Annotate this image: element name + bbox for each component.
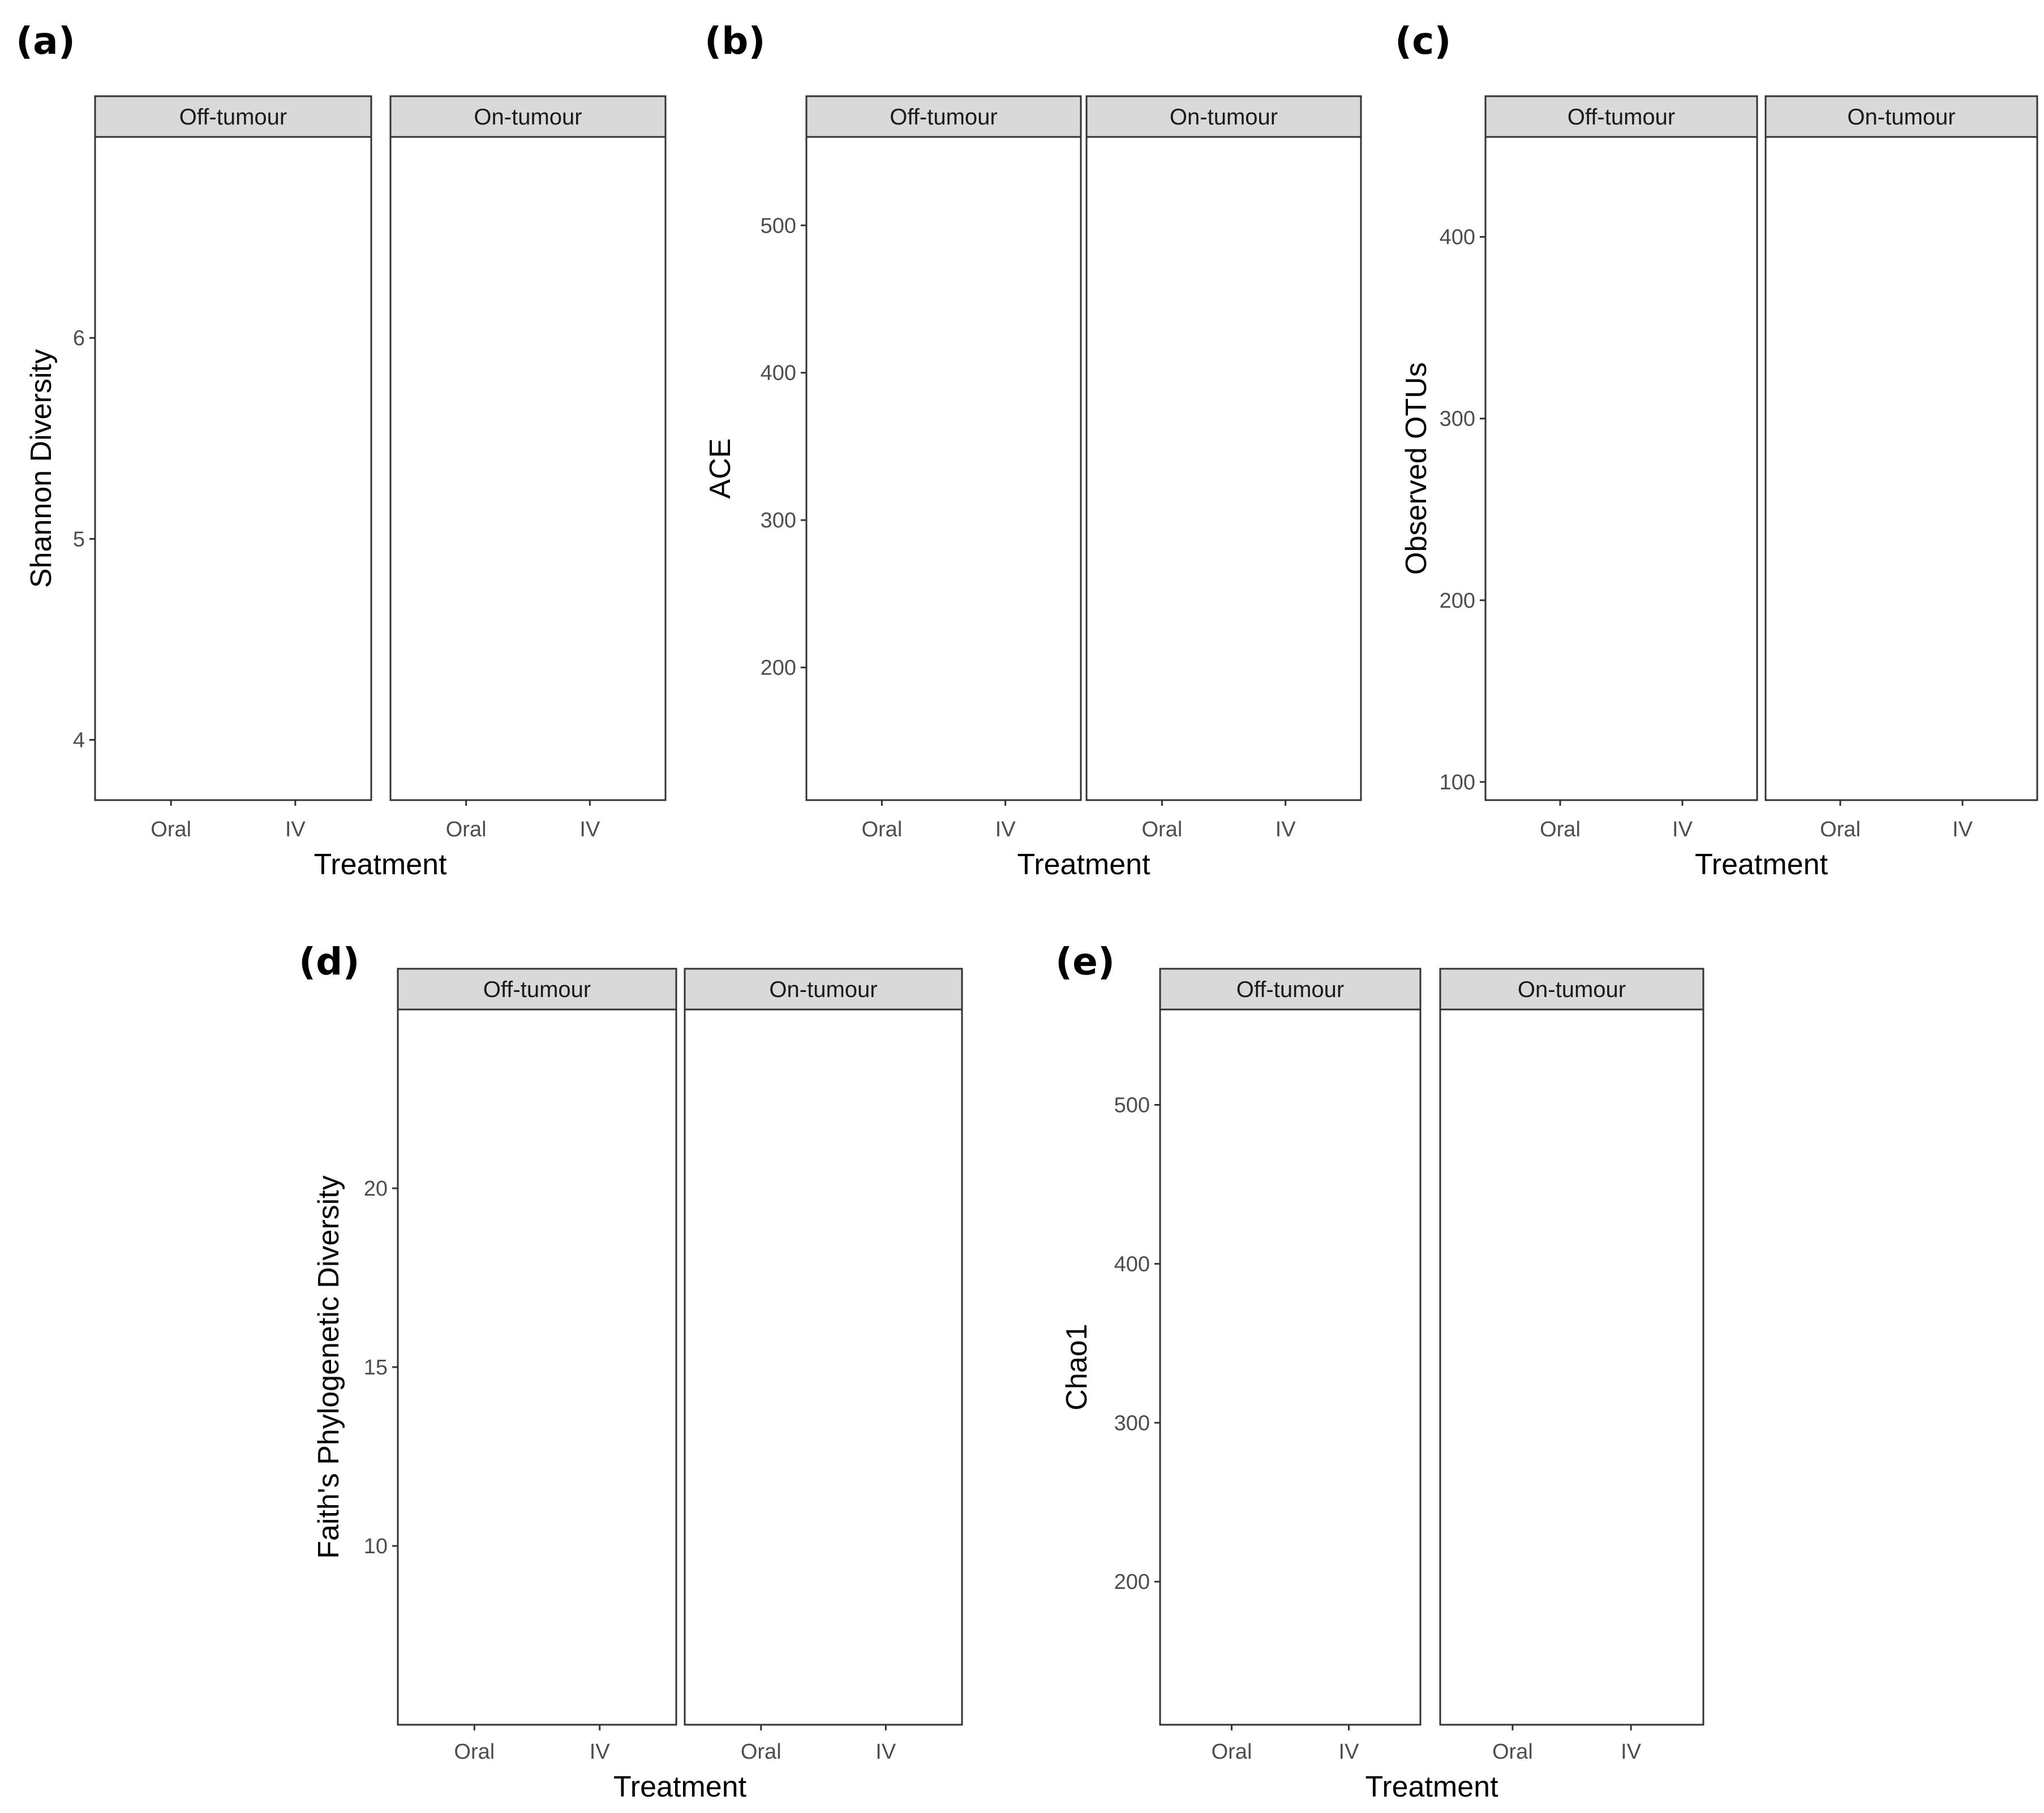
y-tick-label: 400 <box>761 362 796 385</box>
y-tick-label: 500 <box>761 214 796 238</box>
x-tick-label: Oral <box>454 1740 495 1764</box>
facet-strip-label: On-tumour <box>474 105 582 130</box>
facet-on-tumour: On-tumournsOralIV <box>684 968 963 1764</box>
panel-label: (d) <box>299 940 360 983</box>
y-tick-label: 400 <box>1440 226 1475 250</box>
facet-strip <box>397 968 677 1011</box>
facet-strip <box>1439 968 1704 1011</box>
panel-d: (d)Off-tumour*OralIVOn-tumournsOralIV101… <box>299 940 963 1803</box>
x-tick-label: Oral <box>1492 1740 1533 1764</box>
x-tick-label: IV <box>995 818 1016 841</box>
panel-b: (b)Off-tumour*OralIVOn-tumournsOralIV200… <box>704 19 1362 881</box>
x-tick-label: IV <box>1621 1740 1642 1764</box>
x-tick-label: Oral <box>1212 1740 1252 1764</box>
y-tick-label: 200 <box>1114 1570 1150 1594</box>
x-tick-label: Oral <box>741 1740 781 1764</box>
y-tick-label: 200 <box>1440 589 1475 613</box>
facet-strip <box>805 95 1082 138</box>
x-tick-label: IV <box>875 1740 896 1764</box>
x-tick-label: IV <box>1339 1740 1360 1764</box>
y-axis-title: Chao1 <box>1060 1324 1093 1410</box>
plot-border <box>1085 136 1362 801</box>
y-tick-label: 20 <box>364 1177 388 1201</box>
x-tick-label: IV <box>285 818 306 841</box>
x-tick-label: Oral <box>1141 818 1182 841</box>
y-axis-title: Shannon Diversity <box>25 349 58 588</box>
facet-strip <box>1159 968 1422 1011</box>
x-tick-label: Oral <box>1540 818 1581 841</box>
panel-e: (e)Off-tumour*OralIVOn-tumournsOralIV200… <box>1055 940 1704 1803</box>
facet-on-tumour: On-tumournsOralIV <box>1439 968 1704 1764</box>
y-axis-title: ACE <box>704 439 737 499</box>
x-axis-title: Treatment <box>1695 848 1828 881</box>
panel-label: (e) <box>1055 940 1115 983</box>
facet-on-tumour: On-tumournsOralIV <box>1085 95 1362 841</box>
panel-a: (a)Off-tumour**OralIVOn-tumournsOralIV45… <box>16 19 667 881</box>
x-tick-label: IV <box>579 818 600 841</box>
plot-border <box>684 1008 963 1726</box>
panel-label: (c) <box>1395 19 1451 63</box>
facet-on-tumour: On-tumournsOralIV <box>389 95 667 841</box>
facet-strip <box>94 95 372 138</box>
plot-border <box>397 1008 677 1726</box>
facet-strip-label: On-tumour <box>1518 977 1626 1002</box>
facet-on-tumour: On-tumournsOralIV <box>1764 95 2038 841</box>
y-tick-label: 200 <box>761 656 796 680</box>
y-tick-label: 300 <box>1114 1411 1150 1435</box>
facet-strip-label: Off-tumour <box>483 977 591 1002</box>
x-tick-label: IV <box>1276 818 1296 841</box>
y-axis-title: Faith's Phylogenetic Diversity <box>312 1175 345 1559</box>
y-tick-label: 5 <box>73 527 85 551</box>
panel-c: (c)Off-tumour*OralIVOn-tumournsOralIV100… <box>1395 19 2038 881</box>
facet-strip <box>1484 95 1758 138</box>
facet-strip-label: On-tumour <box>1847 105 1955 130</box>
x-tick-label: IV <box>590 1740 611 1764</box>
panel-label: (b) <box>705 19 766 63</box>
y-axis-title: Observed OTUs <box>1400 362 1433 575</box>
y-tick-label: 10 <box>364 1535 388 1558</box>
y-tick-label: 4 <box>73 728 85 752</box>
x-tick-label: Oral <box>151 818 191 841</box>
facet-strip-label: Off-tumour <box>1236 977 1344 1002</box>
y-tick-label: 15 <box>364 1356 388 1380</box>
x-axis-title: Treatment <box>613 1771 747 1803</box>
x-tick-label: Oral <box>861 818 902 841</box>
x-axis-title: Treatment <box>1365 1771 1498 1803</box>
facet-strip-label: On-tumour <box>769 977 877 1002</box>
x-axis-title: Treatment <box>1017 848 1150 881</box>
x-tick-label: IV <box>1672 818 1693 841</box>
x-tick-label: Oral <box>1820 818 1861 841</box>
y-tick-label: 400 <box>1114 1252 1150 1276</box>
plot-border <box>94 136 372 801</box>
facet-strip-label: Off-tumour <box>1568 105 1675 130</box>
plot-border <box>805 136 1082 801</box>
plot-border <box>1484 136 1758 801</box>
panel-label: (a) <box>16 19 75 63</box>
y-tick-label: 100 <box>1440 771 1475 794</box>
y-tick-label: 300 <box>1440 407 1475 431</box>
facet-strip <box>1764 95 2038 138</box>
y-tick-label: 6 <box>73 326 85 350</box>
plot-border <box>1439 1008 1704 1726</box>
facet-strip-label: On-tumour <box>1170 105 1278 130</box>
plot-border <box>1764 136 2038 801</box>
plot-border <box>1159 1008 1422 1726</box>
y-tick-label: 300 <box>761 509 796 532</box>
x-axis-title: Treatment <box>314 848 447 881</box>
facet-strip-label: Off-tumour <box>890 105 997 130</box>
x-tick-label: IV <box>1952 818 1973 841</box>
y-tick-label: 500 <box>1114 1094 1150 1118</box>
facet-strip-label: Off-tumour <box>179 105 287 130</box>
x-tick-label: Oral <box>446 818 487 841</box>
plot-border <box>389 136 667 801</box>
